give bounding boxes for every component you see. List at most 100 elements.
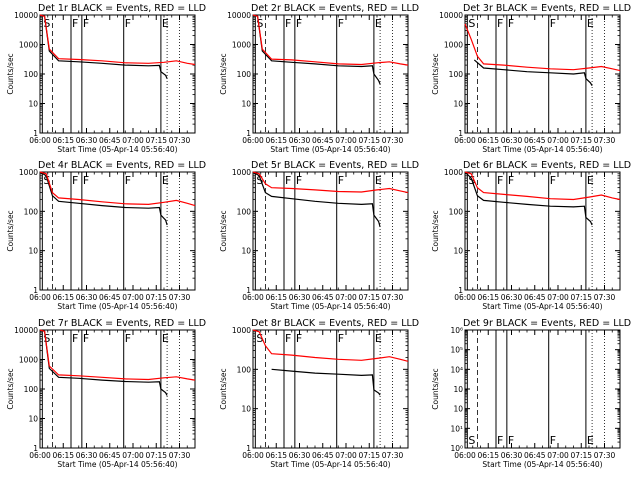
event-marker-label: E <box>162 332 169 345</box>
event-marker-label: E <box>162 17 169 30</box>
chart-panel-8: Det 8r BLACK = Events, RED = LLD11010010… <box>219 318 419 469</box>
y-tick-label: 10⁲ <box>453 405 463 414</box>
x-tick-label: 06:30 <box>289 136 311 145</box>
y-tick-label: 1000 <box>232 168 251 177</box>
event-marker-label: F <box>125 174 131 187</box>
y-axis-label: Counts/sec <box>219 368 228 409</box>
y-tick-label: 10⁴ <box>450 365 463 374</box>
y-tick-label: 1000 <box>19 168 38 177</box>
y-tick-label: 10 <box>241 405 251 414</box>
event-marker-label: S <box>468 17 475 30</box>
event-marker-label: E <box>375 332 382 345</box>
x-axis-label: Start Time (05-Apr-14 05:56:40) <box>270 145 390 154</box>
x-tick-label: 06:45 <box>99 451 121 460</box>
plot-frame <box>465 330 620 448</box>
x-tick-label: 07:15 <box>570 293 592 302</box>
x-tick-label: 07:30 <box>382 136 404 145</box>
x-tick-label: 06:15 <box>477 293 499 302</box>
events-series-line <box>253 172 380 227</box>
y-tick-label: 10000 <box>227 11 251 20</box>
x-tick-label: 07:30 <box>382 451 404 460</box>
x-tick-label: 06:00 <box>29 136 51 145</box>
event-marker-label: E <box>375 17 382 30</box>
y-tick-label: 1000 <box>232 41 251 50</box>
event-marker-label: F <box>497 17 503 30</box>
event-marker-label: F <box>72 174 78 187</box>
events-series-line <box>474 60 592 86</box>
y-tick-label: 100 <box>449 207 464 216</box>
y-tick-label: 1000 <box>19 41 38 50</box>
y-axis-label: Counts/sec <box>219 210 228 251</box>
x-tick-label: 06:45 <box>524 451 546 460</box>
event-marker-label: F <box>285 332 291 345</box>
x-tick-label: 06:45 <box>524 136 546 145</box>
event-marker-label: E <box>162 174 169 187</box>
event-marker-label: F <box>83 17 89 30</box>
plot-frame <box>40 15 195 133</box>
x-tick-label: 07:30 <box>594 293 616 302</box>
x-tick-label: 07:00 <box>547 293 569 302</box>
event-marker-label: F <box>508 174 514 187</box>
y-tick-label: 1000 <box>444 168 463 177</box>
lld-series-line <box>253 15 408 65</box>
y-tick-label: 10 <box>241 100 251 109</box>
x-axis-label: Start Time (05-Apr-14 05:56:40) <box>57 460 177 469</box>
x-tick-label: 07:15 <box>358 293 380 302</box>
y-tick-label: 10⁳ <box>453 385 463 394</box>
x-tick-label: 06:30 <box>501 451 523 460</box>
event-marker-label: F <box>72 17 78 30</box>
x-tick-label: 06:00 <box>29 451 51 460</box>
chart-panel-2: Det 2r BLACK = Events, RED = LLD 1 10 100 10… <box>219 3 419 154</box>
event-marker-label: F <box>83 174 89 187</box>
plot-frame <box>465 172 620 290</box>
event-marker-label: S <box>468 434 475 447</box>
chart-title: Det 7r BLACK = Events, RED = LLD <box>38 318 206 329</box>
plot-frame <box>253 15 408 133</box>
event-marker-label: E <box>375 174 382 187</box>
y-axis-label: Counts/sec <box>6 210 15 251</box>
x-tick-label: 06:15 <box>265 451 287 460</box>
y-tick-label: 1000 <box>19 356 38 365</box>
y-tick-label: 10¹ <box>450 424 463 433</box>
x-tick-label: 06:15 <box>265 136 287 145</box>
event-marker-label: F <box>125 332 131 345</box>
x-tick-label: 07:00 <box>335 293 357 302</box>
x-tick-label: 07:15 <box>358 136 380 145</box>
event-marker-label: F <box>83 332 89 345</box>
event-marker-label: F <box>550 434 556 447</box>
x-tick-label: 06:15 <box>477 136 499 145</box>
chart-title: Det 9r BLACK = Events, RED = LLD <box>463 318 631 329</box>
chart-title: Det 1r BLACK = Events, RED = LLD <box>38 3 206 14</box>
chart-panel-5: Det 5r BLACK = Events, RED = LLD 1 10 100 10… <box>219 160 419 311</box>
x-axis-label: Start Time (05-Apr-14 05:56:40) <box>270 460 390 469</box>
event-marker-label: F <box>497 434 503 447</box>
y-tick-label: 10000 <box>14 11 38 20</box>
lld-series-line <box>40 15 195 65</box>
event-marker-label: E <box>587 434 594 447</box>
event-marker-label: F <box>285 174 291 187</box>
event-marker-label: F <box>285 17 291 30</box>
y-tick-label: 10 <box>28 247 38 256</box>
x-tick-label: 06:45 <box>312 136 334 145</box>
y-tick-label: 10 <box>453 247 463 256</box>
chart-panel-7: Det 7r BLACK = Events, RED = LLD 1 10 100 10… <box>6 318 206 469</box>
event-marker-label: F <box>72 332 78 345</box>
x-tick-label: 07:15 <box>570 136 592 145</box>
x-axis-label: Start Time (05-Apr-14 05:56:40) <box>270 302 390 311</box>
y-tick-label: 100 <box>237 70 252 79</box>
x-axis-label: Start Time (05-Apr-14 05:56:40) <box>57 302 177 311</box>
x-tick-label: 06:30 <box>76 451 98 460</box>
event-marker-label: F <box>296 332 302 345</box>
x-tick-label: 06:00 <box>29 293 51 302</box>
y-axis-label: Counts/sec <box>431 53 440 94</box>
y-tick-label: 100 <box>237 365 252 374</box>
y-axis-label: Counts/sec <box>219 53 228 94</box>
events-series-line <box>40 330 167 396</box>
x-tick-label: 07:15 <box>570 451 592 460</box>
event-marker-label: F <box>508 17 514 30</box>
x-axis-label: Start Time (05-Apr-14 05:56:40) <box>482 460 602 469</box>
x-tick-label: 06:15 <box>265 293 287 302</box>
y-tick-label: 100 <box>24 385 39 394</box>
x-tick-label: 06:45 <box>99 136 121 145</box>
chart-panel-3: Det 3r BLACK = Events, RED = LLD11010010… <box>431 3 631 154</box>
